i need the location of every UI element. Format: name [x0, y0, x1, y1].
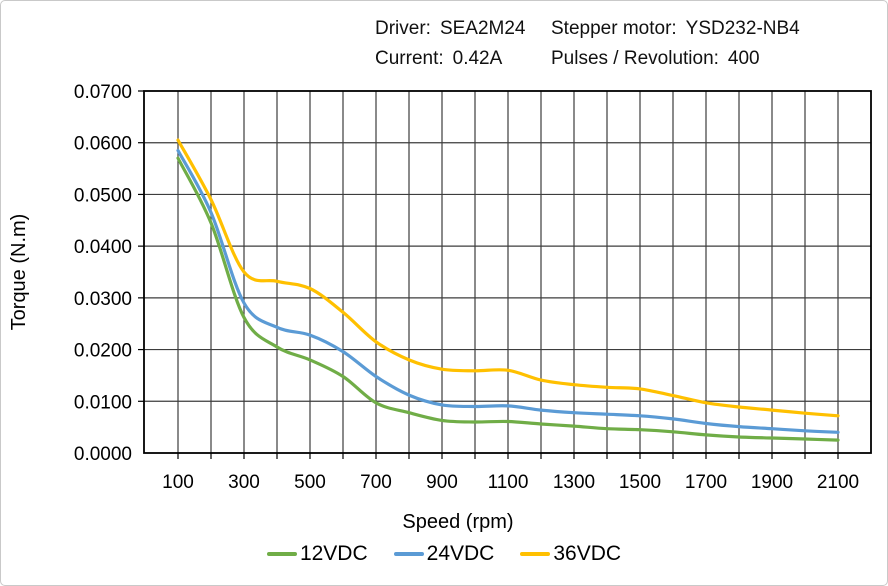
x-tick-labels: 100 300 500 700 900 1100 1300 1500 1700 1900 2100	[162, 472, 859, 493]
spec-driver: Driver: SEA2M24	[375, 14, 551, 44]
x-tick-label: 900	[426, 472, 458, 493]
legend-item-24vdc: 24VDC	[393, 542, 495, 566]
y-tick-labels: 0.0000 0.0100 0.0200 0.0300 0.0400 0.0500 0.06…	[74, 82, 132, 465]
x-tick-label: 1500	[619, 472, 661, 493]
x-tick-label: 100	[162, 472, 194, 493]
y-tick-label: 0.0400	[74, 237, 132, 258]
y-tick-label: 0.0600	[74, 134, 132, 155]
legend-label-12vdc: 12VDC	[299, 542, 368, 565]
x-tick-label: 700	[360, 472, 392, 493]
legend-line-swatch-24vdc	[393, 552, 424, 556]
spec-pulses: Pulses / Revolution: 400	[551, 44, 800, 74]
y-tick-label: 0.0000	[74, 444, 132, 465]
spec-row-2: Current: 0.42A Pulses / Revolution: 400	[375, 44, 800, 74]
spec-current: Current: 0.42A	[375, 44, 551, 74]
spec-pulses-value: 400	[727, 48, 760, 69]
series-curves	[176, 138, 840, 442]
y-tick-label: 0.0500	[74, 185, 132, 206]
legend-line-swatch-12vdc	[266, 552, 297, 556]
curve-36vdc	[176, 138, 840, 418]
y-tick-label: 0.0300	[74, 289, 132, 310]
x-tick-label: 2100	[817, 472, 859, 493]
spec-row-1: Driver: SEA2M24 Stepper motor: YSD232-NB4	[375, 14, 800, 44]
x-tick-label: 1700	[685, 472, 727, 493]
legend-label-24vdc: 24VDC	[426, 542, 495, 565]
spec-motor-value: YSD232-NB4	[685, 18, 800, 39]
x-tick-label: 500	[294, 472, 326, 493]
legend-line-swatch-36vdc	[520, 552, 551, 556]
legend-item-12vdc: 12VDC	[266, 542, 368, 566]
x-tick-label: 1100	[488, 472, 529, 493]
gridlines	[144, 91, 871, 453]
spec-current-value: 0.42A	[452, 48, 503, 69]
axis-ticks	[138, 90, 839, 459]
x-tick-label: 1900	[751, 472, 793, 493]
legend-label-36vdc: 36VDC	[553, 542, 622, 565]
legend-item-36vdc: 36VDC	[520, 542, 621, 566]
x-tick-label: 1300	[553, 472, 595, 493]
y-tick-label: 0.0700	[74, 82, 132, 103]
spec-driver-label: Driver:	[375, 18, 431, 39]
x-tick-label: 300	[228, 472, 260, 493]
spec-current-label: Current:	[375, 48, 444, 69]
spec-driver-value: SEA2M24	[439, 18, 526, 39]
curve-12vdc	[176, 156, 840, 442]
x-axis-title: Speed (rpm)	[402, 511, 513, 533]
y-tick-label: 0.0200	[74, 341, 132, 362]
spec-motor: Stepper motor: YSD232-NB4	[551, 14, 800, 44]
spec-motor-label: Stepper motor:	[551, 18, 677, 39]
plot-border	[143, 90, 872, 454]
y-tick-label: 0.0100	[74, 392, 132, 413]
legend: 12VDC 24VDC 36VDC	[1, 542, 887, 566]
y-axis-title: Torque (N.m)	[8, 214, 30, 331]
chart-header: Driver: SEA2M24 Stepper motor: YSD232-NB4 …	[375, 14, 800, 74]
spec-pulses-label: Pulses / Revolution:	[551, 48, 719, 69]
curve-24vdc	[176, 148, 840, 434]
